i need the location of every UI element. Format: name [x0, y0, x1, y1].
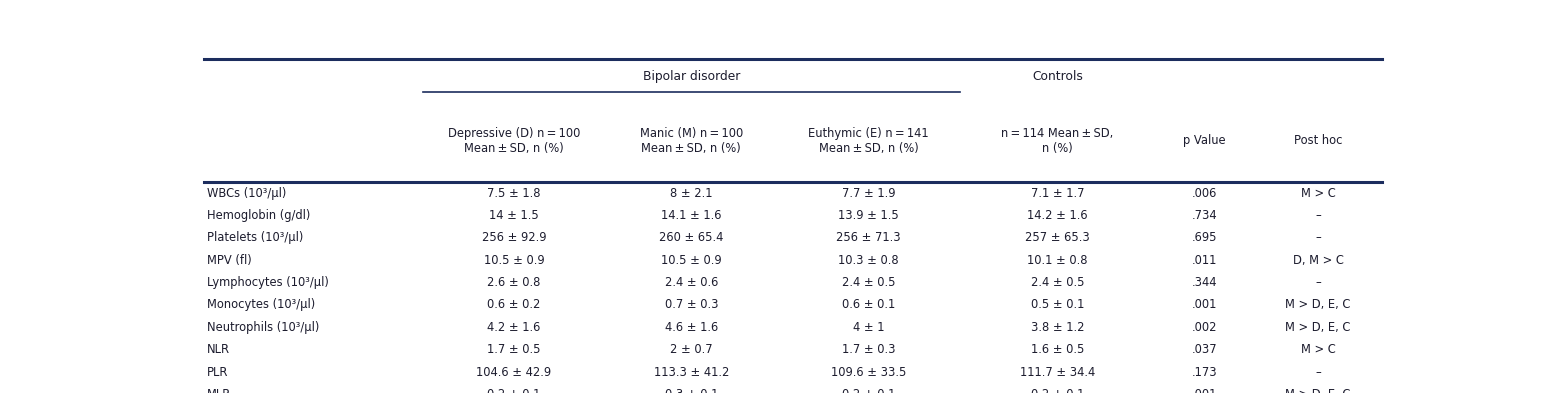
Text: MPV (fl): MPV (fl)	[208, 254, 251, 267]
Text: 2.4 ± 0.5: 2.4 ± 0.5	[1031, 276, 1085, 289]
Text: –: –	[1315, 231, 1321, 244]
Text: .734: .734	[1192, 209, 1217, 222]
Text: .344: .344	[1192, 276, 1217, 289]
Text: Depressive (D) n = 100
Mean ± SD, n (%): Depressive (D) n = 100 Mean ± SD, n (%)	[449, 127, 580, 155]
Text: 1.7 ± 0.3: 1.7 ± 0.3	[843, 343, 896, 356]
Text: 0.6 ± 0.1: 0.6 ± 0.1	[843, 299, 896, 312]
Text: 0.7 ± 0.3: 0.7 ± 0.3	[664, 299, 719, 312]
Text: MLR: MLR	[208, 388, 231, 393]
Text: .006: .006	[1192, 187, 1217, 200]
Text: .037: .037	[1192, 343, 1217, 356]
Text: Post hoc: Post hoc	[1294, 134, 1342, 147]
Text: 0.5 ± 0.1: 0.5 ± 0.1	[1031, 299, 1085, 312]
Text: 0.2 ± 0.1: 0.2 ± 0.1	[487, 388, 540, 393]
Text: Neutrophils (10³/μl): Neutrophils (10³/μl)	[208, 321, 320, 334]
Text: 111.7 ± 34.4: 111.7 ± 34.4	[1020, 365, 1096, 379]
Text: 256 ± 71.3: 256 ± 71.3	[837, 231, 902, 244]
Text: 7.7 ± 1.9: 7.7 ± 1.9	[843, 187, 896, 200]
Text: 2.4 ± 0.5: 2.4 ± 0.5	[843, 276, 896, 289]
Text: M > D, E, C: M > D, E, C	[1285, 321, 1350, 334]
Text: 4 ± 1: 4 ± 1	[854, 321, 885, 334]
Text: 3.8 ± 1.2: 3.8 ± 1.2	[1031, 321, 1085, 334]
Text: Euthymic (E) n = 141
Mean ± SD, n (%): Euthymic (E) n = 141 Mean ± SD, n (%)	[809, 127, 930, 155]
Text: .695: .695	[1192, 231, 1217, 244]
Text: 2.4 ± 0.6: 2.4 ± 0.6	[664, 276, 719, 289]
Text: 14.2 ± 1.6: 14.2 ± 1.6	[1027, 209, 1088, 222]
Text: 14.1 ± 1.6: 14.1 ± 1.6	[661, 209, 722, 222]
Text: –: –	[1315, 209, 1321, 222]
Text: M > D, E, C: M > D, E, C	[1285, 299, 1350, 312]
Text: D, M > C: D, M > C	[1293, 254, 1344, 267]
Text: Bipolar disorder: Bipolar disorder	[643, 70, 740, 83]
Text: M > C: M > C	[1301, 343, 1335, 356]
Text: PLR: PLR	[208, 365, 228, 379]
Text: 10.5 ± 0.9: 10.5 ± 0.9	[661, 254, 722, 267]
Text: 10.3 ± 0.8: 10.3 ± 0.8	[838, 254, 899, 267]
Text: 2.6 ± 0.8: 2.6 ± 0.8	[487, 276, 540, 289]
Text: 104.6 ± 42.9: 104.6 ± 42.9	[476, 365, 551, 379]
Text: 109.6 ± 33.5: 109.6 ± 33.5	[830, 365, 906, 379]
Text: 260 ± 65.4: 260 ± 65.4	[660, 231, 723, 244]
Text: WBCs (10³/μl): WBCs (10³/μl)	[208, 187, 287, 200]
Text: 0.2 ± 0.1: 0.2 ± 0.1	[843, 388, 896, 393]
Text: 10.1 ± 0.8: 10.1 ± 0.8	[1027, 254, 1088, 267]
Text: 1.6 ± 0.5: 1.6 ± 0.5	[1031, 343, 1085, 356]
Text: 8 ± 2.1: 8 ± 2.1	[670, 187, 712, 200]
Text: 0.2 ± 0.1: 0.2 ± 0.1	[1031, 388, 1085, 393]
Text: 7.1 ± 1.7: 7.1 ± 1.7	[1031, 187, 1085, 200]
Text: 4.6 ± 1.6: 4.6 ± 1.6	[664, 321, 719, 334]
Text: 0.3 ± 0.1: 0.3 ± 0.1	[664, 388, 719, 393]
Text: M > C: M > C	[1301, 187, 1335, 200]
Text: .001: .001	[1192, 299, 1217, 312]
Text: Controls: Controls	[1032, 70, 1083, 83]
Text: 1.7 ± 0.5: 1.7 ± 0.5	[487, 343, 540, 356]
Text: 13.9 ± 1.5: 13.9 ± 1.5	[838, 209, 899, 222]
Text: Hemoglobin (g/dl): Hemoglobin (g/dl)	[208, 209, 310, 222]
Text: 256 ± 92.9: 256 ± 92.9	[481, 231, 546, 244]
Text: 14 ± 1.5: 14 ± 1.5	[489, 209, 539, 222]
Text: 4.2 ± 1.6: 4.2 ± 1.6	[487, 321, 540, 334]
Text: .002: .002	[1192, 321, 1217, 334]
Text: –: –	[1315, 365, 1321, 379]
Text: .173: .173	[1192, 365, 1217, 379]
Text: Platelets (10³/μl): Platelets (10³/μl)	[208, 231, 304, 244]
Text: n = 114 Mean ± SD,
n (%): n = 114 Mean ± SD, n (%)	[1001, 127, 1114, 155]
Text: .011: .011	[1192, 254, 1217, 267]
Text: –: –	[1315, 276, 1321, 289]
Text: 10.5 ± 0.9: 10.5 ± 0.9	[484, 254, 545, 267]
Text: Lymphocytes (10³/μl): Lymphocytes (10³/μl)	[208, 276, 329, 289]
Text: 257 ± 65.3: 257 ± 65.3	[1026, 231, 1090, 244]
Text: NLR: NLR	[208, 343, 230, 356]
Text: p Value: p Value	[1183, 134, 1226, 147]
Text: Monocytes (10³/μl): Monocytes (10³/μl)	[208, 299, 315, 312]
Text: 7.5 ± 1.8: 7.5 ± 1.8	[487, 187, 540, 200]
Text: 2 ± 0.7: 2 ± 0.7	[670, 343, 712, 356]
Text: .001: .001	[1192, 388, 1217, 393]
Text: 113.3 ± 41.2: 113.3 ± 41.2	[653, 365, 729, 379]
Text: M > D, E, C: M > D, E, C	[1285, 388, 1350, 393]
Text: Manic (M) n = 100
Mean ± SD, n (%): Manic (M) n = 100 Mean ± SD, n (%)	[639, 127, 743, 155]
Text: 0.6 ± 0.2: 0.6 ± 0.2	[487, 299, 540, 312]
